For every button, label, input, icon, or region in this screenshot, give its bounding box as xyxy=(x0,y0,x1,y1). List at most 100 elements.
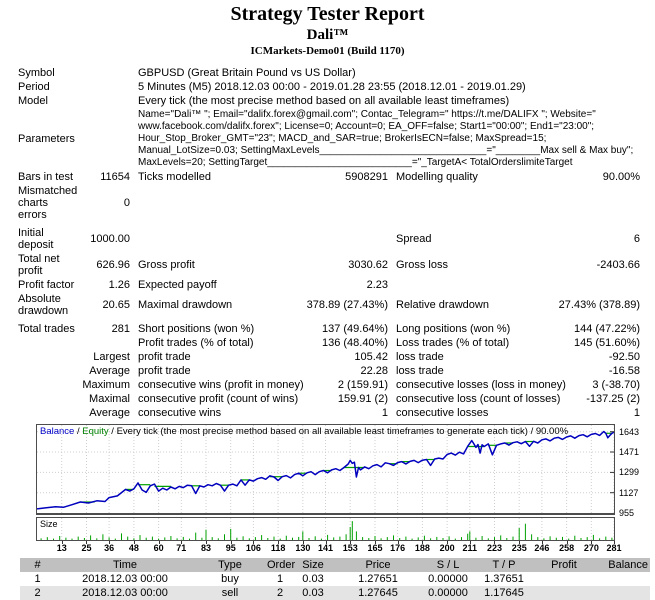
row-largest: Largest profit trade 105.42 loss trade -… xyxy=(18,350,640,364)
expected-payoff-value: 2.23 xyxy=(366,279,388,291)
absolute-drawdown-value: 20.65 xyxy=(102,299,130,311)
initial-deposit-value: 1000.00 xyxy=(90,233,130,245)
x-tick-mark xyxy=(350,541,352,544)
x-tick-label: 13 xyxy=(56,543,67,553)
period-label: Period xyxy=(18,81,50,93)
row-net-profit: Total net profit 626.96 Gross profit 303… xyxy=(18,252,640,278)
x-tick-mark xyxy=(181,541,183,544)
mismatched-charts-errors-label: Mismatched charts errors xyxy=(18,185,78,221)
row-profit-factor: Profit factor 1.26 Expected payoff 2.23 xyxy=(18,278,640,292)
modelling-quality-value: 90.00% xyxy=(602,171,641,183)
largest-loss-trade-label: loss trade xyxy=(396,351,444,363)
trade-2-balance xyxy=(591,586,650,600)
x-tick-mark xyxy=(61,541,63,544)
col-tp: T / P xyxy=(492,559,516,571)
profit-trades-label: Profit trades (% of total) xyxy=(138,337,254,349)
parameters-value: Name="Dali™ "; Email="dalifx.forex@gmail… xyxy=(138,109,634,168)
x-tick-label: 83 xyxy=(200,543,211,553)
average-profit-trade-value: 22.28 xyxy=(360,365,388,377)
x-tick-label: 165 xyxy=(367,543,383,553)
row-bars: Bars in test 11654 Ticks modelled 590829… xyxy=(18,170,640,184)
short-positions-label: Short positions (won %) xyxy=(138,323,255,335)
x-tick-label: 246 xyxy=(534,543,550,553)
x-tick-label: 223 xyxy=(486,543,502,553)
size-panel-label: Size xyxy=(40,519,58,529)
x-tick-label: 188 xyxy=(414,543,430,553)
col-number: # xyxy=(34,559,41,571)
col-sl: S / L xyxy=(436,559,460,571)
x-tick-mark xyxy=(469,541,471,544)
long-positions-value: 144 (47.22%) xyxy=(573,323,641,335)
row-deposit: Initial deposit 1000.00 Spread 6 xyxy=(18,226,640,252)
period-value: 5 Minutes (M5) 2018.12.03 00:00 - 2019.0… xyxy=(138,81,526,93)
max-consecutive-wins-value: 2 (159.91) xyxy=(337,379,388,391)
symbol-value: GBPUSD (Great Britain Pound vs US Dollar… xyxy=(138,67,356,79)
x-tick-mark xyxy=(422,541,424,544)
trade-1-price: 1.27651 xyxy=(358,573,398,585)
average-consecutive-losses-value: 1 xyxy=(633,407,641,419)
trade-2-tp: 1.17645 xyxy=(484,587,524,599)
long-positions-label: Long positions (won %) xyxy=(396,323,511,335)
x-tick-mark xyxy=(325,541,327,544)
y-tick-label: 1471 xyxy=(619,447,640,458)
x-tick-mark xyxy=(591,541,593,544)
gross-loss-label: Gross loss xyxy=(396,259,448,271)
trade-1-number: 1 xyxy=(34,573,41,585)
balance-curve xyxy=(37,425,614,513)
largest-loss-trade-value: -92.50 xyxy=(608,351,641,363)
x-tick-mark xyxy=(566,541,568,544)
x-tick-label: 25 xyxy=(81,543,92,553)
row-maximal-consecutive: Maximal consecutive profit (count of win… xyxy=(18,392,640,406)
x-axis-trade-numbers: 13 25 36 48 60 71 83 95 106 118 130 141 153 165 176 188… xyxy=(36,541,622,553)
average-consecutive-wins-value: 1 xyxy=(381,407,388,419)
x-tick-label: 235 xyxy=(511,543,527,553)
average-loss-trade-value: -16.58 xyxy=(608,365,641,377)
trade-1-order: 1 xyxy=(276,573,284,585)
row-drawdown: Absolute drawdown 20.65 Maximal drawdown… xyxy=(18,292,640,318)
x-tick-label: 258 xyxy=(559,543,575,553)
trade-1-type: buy xyxy=(221,573,239,585)
trade-2-profit xyxy=(537,586,591,600)
largest-label: Largest xyxy=(93,351,130,363)
y-axis-balance-values: 1643 1471 1299 1127 955 xyxy=(617,424,655,518)
trade-2-size: 0.03 xyxy=(302,587,324,599)
bars-in-test-value: 11654 xyxy=(100,171,130,183)
x-tick-label: 106 xyxy=(245,543,261,553)
total-trades-value: 281 xyxy=(111,323,130,335)
x-tick-label: 60 xyxy=(153,543,164,553)
trades-header-row: # Time Type Order Size Price S / L T / P… xyxy=(20,558,650,572)
col-type: Type xyxy=(218,559,242,571)
total-trades-label: Total trades xyxy=(18,323,75,335)
average-profit-trade-label: profit trade xyxy=(138,365,191,377)
profit-factor-label: Profit factor xyxy=(18,279,75,291)
maximal-consecutive-loss-value: -137.25 (2) xyxy=(586,393,641,405)
y-tick-label: 1643 xyxy=(619,426,640,437)
lot-size-bars xyxy=(40,518,614,540)
ticks-modelled-value: 5908291 xyxy=(345,171,388,183)
report-header: Strategy Tester Report Dali™ ICMarkets-D… xyxy=(0,3,655,58)
spread-label: Spread xyxy=(396,233,432,245)
relative-drawdown-label: Relative drawdown xyxy=(396,299,489,311)
trade-2-time: 2018.12.03 00:00 xyxy=(82,587,168,599)
absolute-drawdown-label: Absolute drawdown xyxy=(18,293,69,317)
trade-1-size: 0.03 xyxy=(302,573,324,585)
total-net-profit-value: 626.96 xyxy=(96,259,130,271)
y-tick-label: 955 xyxy=(619,508,635,518)
x-tick-mark xyxy=(158,541,160,544)
model-label: Model xyxy=(18,95,48,107)
trade-row-2: 2 2018.12.03 00:00 sell 2 0.03 1.27645 0… xyxy=(20,586,650,600)
gross-loss-value: -2403.66 xyxy=(596,259,641,271)
x-tick-mark xyxy=(447,541,449,544)
row-profit-trades: Profit trades (% of total) 136 (48.40%) … xyxy=(18,336,640,350)
loss-trades-value: 145 (51.60%) xyxy=(573,337,641,349)
x-tick-mark xyxy=(86,541,88,544)
row-model: Model Every tick (the most precise metho… xyxy=(18,94,640,108)
ticks-modelled-label: Ticks modelled xyxy=(138,171,211,183)
trade-row-1: 1 2018.12.03 00:00 buy 1 0.03 1.27651 0.… xyxy=(20,572,650,586)
x-tick-label: 118 xyxy=(270,543,286,553)
x-tick-label: 200 xyxy=(439,543,455,553)
average-loss-trade-label: loss trade xyxy=(396,365,444,377)
average-consecutive-wins-label: consecutive wins xyxy=(138,407,222,419)
x-tick-label: 130 xyxy=(295,543,311,553)
balance-equity-plot: Balance / Equity / Every tick (the most … xyxy=(36,424,615,515)
